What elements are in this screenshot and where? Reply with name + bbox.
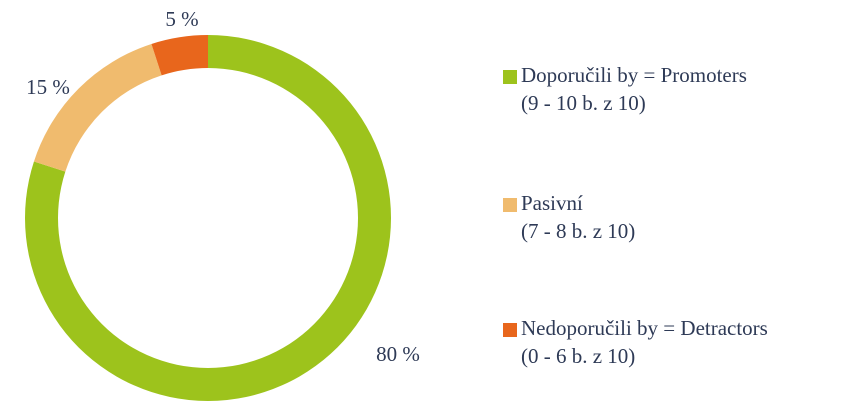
legend-label: Nedoporučili by = Detractors: [521, 316, 768, 340]
legend-note: (7 - 8 b. z 10): [521, 219, 635, 243]
legend-label: Pasivní: [521, 191, 583, 215]
legend-label: Doporučili by = Promoters: [521, 63, 747, 87]
value-label: 80 %: [376, 342, 420, 366]
donut-segment: [33, 43, 162, 172]
legend-swatch: [503, 70, 517, 84]
donut-segment: [151, 35, 208, 76]
legend-swatch: [503, 323, 517, 337]
legend-note: (0 - 6 b. z 10): [521, 344, 635, 368]
legend-note: (9 - 10 b. z 10): [521, 91, 646, 115]
legend-swatch: [503, 198, 517, 212]
value-label: 5 %: [165, 7, 198, 31]
value-label: 15 %: [26, 75, 70, 99]
